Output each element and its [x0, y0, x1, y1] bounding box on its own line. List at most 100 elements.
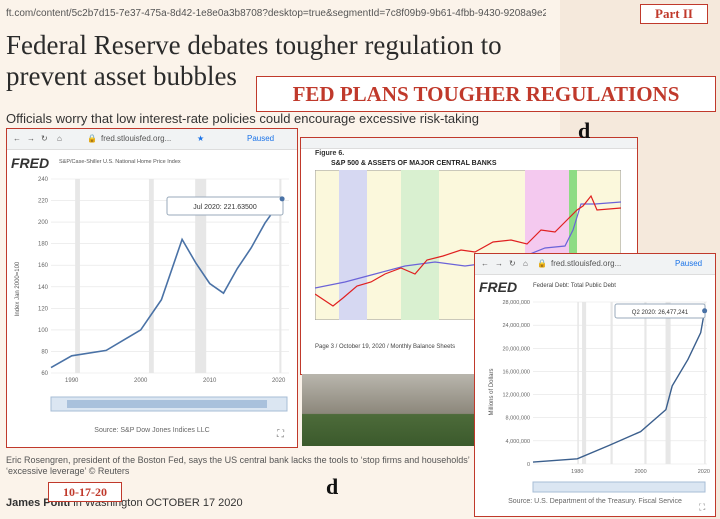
- forward-icon[interactable]: →: [495, 259, 503, 268]
- d-mark: d: [578, 118, 591, 143]
- shade-band: [401, 170, 439, 320]
- fullscreen-icon[interactable]: ⛶: [277, 429, 284, 440]
- recession-shading: [75, 179, 282, 373]
- y-tick-label: 240: [38, 177, 49, 183]
- shade-band: [569, 170, 577, 320]
- address-bar[interactable]: fred.stlouisfed.org...: [101, 134, 172, 143]
- paused-button[interactable]: Paused: [247, 134, 275, 143]
- y-tick-label: 100: [38, 328, 49, 334]
- y-tick-label: 24,000,000: [502, 323, 530, 329]
- back-icon[interactable]: ←: [13, 134, 21, 143]
- y-tick-label: 180: [38, 242, 49, 248]
- y-tick-label: 12,000,000: [502, 393, 530, 399]
- x-tick-label: 2010: [203, 378, 217, 384]
- y-tick-labels: 0 4,000,000 8,000,000 12,000,000 16,000,000 2…: [502, 300, 530, 468]
- recession-band: [195, 179, 207, 373]
- federal-debt-chart: Millions of Dollars 0 4,000,000 8,000,000 1…: [489, 300, 710, 493]
- x-tick-label: 1990: [65, 378, 79, 384]
- y-tick-label: 220: [38, 199, 49, 205]
- y-tick-label: 20,000,000: [502, 346, 530, 352]
- y-tick-label: 120: [38, 306, 49, 312]
- y-tick-label: 8,000,000: [506, 416, 530, 422]
- recession-band: [279, 179, 282, 373]
- home-icon[interactable]: ⌂: [523, 259, 528, 268]
- recession-band: [644, 302, 647, 464]
- series-line: [532, 310, 706, 463]
- recession-shading: [577, 302, 706, 464]
- y-tick-label: 16,000,000: [502, 369, 530, 375]
- address-bar[interactable]: fred.stlouisfed.org...: [551, 259, 622, 268]
- browser-window-home-prices: ← → ↻ ⌂ 🔒 fred.stlouisfed.org... ★ Pause…: [6, 128, 298, 448]
- reload-icon[interactable]: ↻: [41, 134, 48, 143]
- y-tick-label: 200: [38, 220, 49, 226]
- y-tick-label: 60: [41, 371, 48, 377]
- figure-label: Figure 6.: [315, 150, 345, 157]
- recession-band: [582, 302, 587, 464]
- source-note: Source: S&P Dow Jones Indices LLC: [94, 427, 210, 434]
- article-subhead: Officials worry that low interest-rate p…: [6, 111, 480, 126]
- forward-icon[interactable]: →: [27, 134, 35, 143]
- y-tick-label: 0: [527, 462, 530, 468]
- y-tick-label: 140: [38, 285, 49, 291]
- url-text[interactable]: ft.com/content/5c2b7d15-7e37-475a-8d42-1…: [6, 8, 546, 19]
- fred-logo: FRED: [479, 279, 518, 295]
- x-tick-labels: 1980 2000 2020: [571, 469, 710, 475]
- recession-band: [577, 302, 579, 464]
- x-tick-label: 2020: [272, 378, 286, 384]
- paused-button[interactable]: Paused: [675, 259, 703, 268]
- y-tick-labels: 60 80 100 120 140 160 180 200 220 240: [38, 177, 49, 377]
- tooltip: Jul 2020: 221.63500: [166, 196, 284, 216]
- date-range-slider[interactable]: [532, 481, 706, 493]
- lock-icon: 🔒: [537, 259, 547, 268]
- series-title: Federal Debt: Total Public Debt: [533, 283, 616, 289]
- highlight-point: [702, 308, 708, 314]
- x-tick-labels: 1990 2000 2010 2020: [65, 378, 286, 384]
- tooltip: Q2 2020: 26,477,241: [614, 303, 706, 319]
- highlight-point: [279, 196, 285, 202]
- photo-caption: Eric Rosengren, president of the Boston …: [6, 455, 470, 476]
- home-price-chart: Index Jan 2000=100 60 80 100 120 140 160 180 20…: [15, 177, 289, 412]
- y-axis-label: Millions of Dollars: [489, 368, 495, 415]
- sp500-line: [315, 194, 621, 307]
- recession-band: [665, 302, 671, 464]
- x-tick-label: 2020: [698, 469, 710, 475]
- fred-logo: FRED: [11, 155, 50, 171]
- series-line: [50, 198, 283, 369]
- y-tick-label: 160: [38, 263, 49, 269]
- x-tick-label: 1980: [571, 469, 583, 475]
- series-title: S&P/Case-Shiller U.S. National Home Pric…: [59, 159, 181, 165]
- y-axis-label: Index Jan 2000=100: [15, 261, 21, 316]
- tooltip-text: Jul 2020: 221.63500: [193, 204, 257, 211]
- star-icon[interactable]: ★: [197, 134, 205, 143]
- x-tick-label: 2000: [634, 469, 646, 475]
- recession-band: [75, 179, 80, 373]
- d-mark: d: [326, 474, 339, 499]
- lock-icon: 🔒: [87, 134, 97, 143]
- fed-plans-banner: FED PLANS TOUGHER REGULATIONS: [256, 76, 716, 112]
- y-tick-label: 4,000,000: [506, 439, 530, 445]
- x-tick-label: 2000: [134, 378, 148, 384]
- pdf-toolbar: [301, 138, 637, 149]
- recession-band: [610, 302, 613, 464]
- home-icon[interactable]: ⌂: [57, 134, 62, 143]
- byline: James Politi in Washington OCTOBER 17 20…: [6, 497, 243, 509]
- part-label: Part II: [640, 4, 708, 24]
- shade-band: [339, 170, 367, 320]
- tooltip-box: [166, 196, 284, 216]
- article-headline: Federal Reserve debates tougher regulati…: [6, 30, 502, 91]
- browser-toolbar: ← → ↻ ⌂ 🔒 fred.stlouisfed.org... Paused: [475, 254, 715, 275]
- figure-title: S&P 500 & ASSETS OF MAJOR CENTRAL BANKS: [331, 160, 497, 167]
- browser-toolbar: ← → ↻ ⌂ 🔒 fred.stlouisfed.org... ★ Pause…: [7, 129, 297, 150]
- reload-icon[interactable]: ↻: [509, 259, 516, 268]
- chart-gridlines: [533, 301, 707, 465]
- slider-selection[interactable]: [67, 400, 267, 408]
- source-note: Source: U.S. Department of the Treasury.…: [508, 498, 682, 505]
- chart-gridlines: [51, 178, 289, 374]
- recession-band: [704, 302, 706, 464]
- date-stamp: 10-17-20: [48, 482, 122, 502]
- back-icon[interactable]: ←: [481, 259, 489, 268]
- browser-window-federal-debt: ← → ↻ ⌂ 🔒 fred.stlouisfed.org... Paused …: [474, 253, 716, 517]
- fullscreen-icon[interactable]: ⛶: [699, 502, 706, 512]
- building-photo: [302, 374, 474, 446]
- tooltip-text: Q2 2020: 26,477,241: [632, 310, 689, 316]
